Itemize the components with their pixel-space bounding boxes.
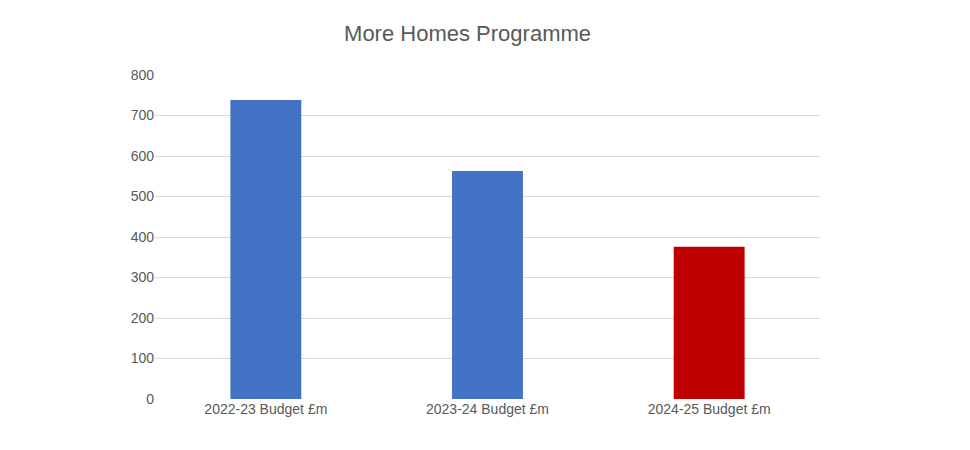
svg-text:300: 300 <box>131 269 155 285</box>
svg-text:800: 800 <box>131 67 155 83</box>
svg-text:More Homes Programme: More Homes Programme <box>344 21 591 46</box>
svg-text:700: 700 <box>131 107 155 123</box>
svg-text:2023-24 Budget £m: 2023-24 Budget £m <box>426 401 549 417</box>
svg-text:2022-23 Budget £m: 2022-23 Budget £m <box>204 401 327 417</box>
svg-text:500: 500 <box>131 188 155 204</box>
svg-text:400: 400 <box>131 229 155 245</box>
svg-text:100: 100 <box>131 350 155 366</box>
svg-text:600: 600 <box>131 148 155 164</box>
svg-text:0: 0 <box>146 391 154 407</box>
svg-text:200: 200 <box>131 310 155 326</box>
svg-text:2024-25 Budget £m: 2024-25 Budget £m <box>648 401 771 417</box>
